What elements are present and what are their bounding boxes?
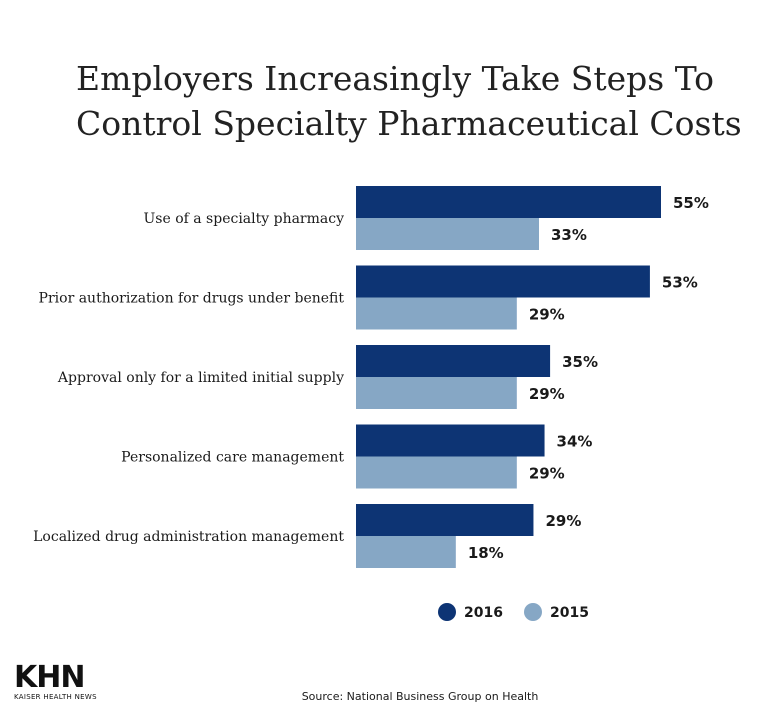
- legend-marker-2016: [438, 603, 456, 621]
- legend-marker-2015: [524, 603, 542, 621]
- bar-2016-3: [356, 345, 551, 377]
- category-label: Use of a specialty pharmacy: [143, 211, 344, 227]
- bar-2016-1: [356, 186, 661, 218]
- bar-2015-1: [356, 218, 539, 250]
- category-label: Localized drug administration management: [33, 529, 344, 545]
- bar-2016-2: [356, 265, 650, 298]
- bar-2015-4: [356, 456, 517, 489]
- data-label-2016-5: 29%: [545, 512, 581, 530]
- data-label-2015-5: 18%: [468, 544, 504, 562]
- data-label-2016-1: 55%: [673, 194, 709, 212]
- legend-label-2015: 2015: [550, 605, 589, 621]
- logo-wordmark: KHN: [14, 660, 85, 695]
- legend-label-2016: 2016: [464, 605, 503, 621]
- source-note: Source: National Business Group on Healt…: [301, 690, 539, 703]
- category-label: Personalized care management: [121, 450, 344, 466]
- bar-2015-5: [356, 536, 456, 568]
- chart-title-line-1: Employers Increasingly Take Steps To: [76, 59, 715, 98]
- chart-title: Employers Increasingly Take Steps To Con…: [76, 56, 756, 146]
- data-label-2016-3: 35%: [562, 353, 598, 371]
- category-label: Approval only for a limited initial supp…: [57, 370, 344, 386]
- category-label: Prior authorization for drugs under bene…: [39, 291, 345, 307]
- bar-chart: Use of a specialty pharmacy 55% 33% Prior a…: [33, 186, 709, 621]
- bar-2015-3: [356, 377, 517, 409]
- data-label-2015-1: 33%: [551, 226, 587, 244]
- bar-2015-2: [356, 297, 517, 330]
- khn-logo: KHN KAISER HEALTH NEWS: [14, 660, 97, 702]
- data-label-2016-4: 34%: [557, 433, 593, 451]
- data-label-2015-2: 29%: [529, 306, 565, 324]
- chart-title-line-2: Control Specialty Pharmaceutical Costs: [76, 104, 742, 143]
- data-label-2015-3: 29%: [529, 385, 565, 403]
- bar-2016-5: [356, 504, 534, 536]
- data-label-2015-4: 29%: [529, 465, 565, 483]
- bar-2016-4: [356, 424, 545, 457]
- logo-subtitle: KAISER HEALTH NEWS: [14, 693, 97, 701]
- data-label-2016-2: 53%: [662, 274, 698, 292]
